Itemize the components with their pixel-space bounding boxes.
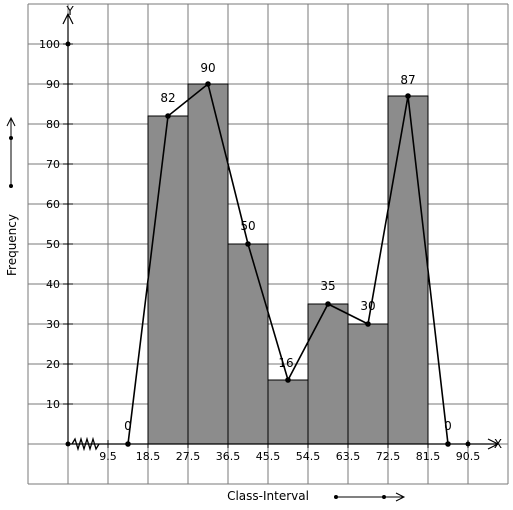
x-tick-label: 36.5 [216, 450, 241, 463]
y-tick-label: 10 [46, 398, 60, 411]
y-tick-label: 100 [39, 38, 60, 51]
origin-dot [65, 441, 71, 447]
y-axis-letter: Y [65, 4, 74, 18]
y-tick-100-dot [65, 41, 71, 47]
y-tick-label: 40 [46, 278, 60, 291]
polygon-point [325, 301, 331, 307]
histogram-bar [227, 243, 269, 445]
polygon-point [405, 93, 411, 99]
y-tick-label: 90 [46, 78, 60, 91]
y-tick-label: 60 [46, 198, 60, 211]
polygon-point-label: 30 [360, 299, 375, 313]
y-title-arrow-icon [6, 116, 16, 127]
x-tick-label: 27.5 [176, 450, 201, 463]
polygon-point [365, 321, 371, 327]
polygon-point-label: 90 [200, 61, 215, 75]
polygon-point [125, 441, 131, 447]
x-tick-label: 63.5 [336, 450, 361, 463]
y-tick-label: 80 [46, 118, 60, 131]
x-axis-end-dot [465, 441, 471, 447]
x-axis-arrow-icon [487, 438, 500, 450]
x-title-arrow-dot [334, 495, 338, 499]
y-title-arrow-dot [9, 184, 13, 188]
x-tick-label: 72.5 [376, 450, 401, 463]
polygon-point-label: 0 [444, 419, 452, 433]
y-tick-label: 50 [46, 238, 60, 251]
x-tick-label: 54.5 [296, 450, 321, 463]
polygon-point-label: 35 [320, 279, 335, 293]
y-axis-title: Frequency [5, 214, 19, 276]
x-title-arrow-icon [395, 492, 406, 502]
x-axis-title: Class-Interval [227, 489, 309, 503]
polygon-point-label: 82 [160, 91, 175, 105]
y-tick-label: 20 [46, 358, 60, 371]
polygon-point-label: 87 [400, 73, 415, 87]
polygon-point [165, 113, 171, 119]
histogram-bar [307, 303, 349, 445]
histogram-bar [267, 379, 309, 445]
x-tick-label: 45.5 [256, 450, 281, 463]
x-tick-label: 9.5 [99, 450, 117, 463]
x-title-arrow-dot [382, 495, 386, 499]
y-tick-label: 30 [46, 318, 60, 331]
histogram-bar [387, 95, 429, 445]
histogram-bar [147, 115, 189, 445]
polygon-point-label: 50 [240, 219, 255, 233]
x-tick-label: 81.5 [416, 450, 441, 463]
y-axis-arrow-icon [62, 12, 74, 25]
x-tick-label: 18.5 [136, 450, 161, 463]
polygon-point [285, 377, 291, 383]
polygon-point [445, 441, 451, 447]
polygon-point [245, 241, 251, 247]
y-title-arrow-dot [9, 136, 13, 140]
x-tick-label: 90.5 [456, 450, 481, 463]
axis-break-icon [71, 436, 100, 452]
polygon-point-label: 16 [278, 356, 293, 370]
polygon-point [205, 81, 211, 87]
x-axis-letter: X [494, 437, 502, 451]
polygon-point-label: 0 [124, 419, 132, 433]
y-tick-label: 70 [46, 158, 60, 171]
histogram-bar [347, 323, 389, 445]
